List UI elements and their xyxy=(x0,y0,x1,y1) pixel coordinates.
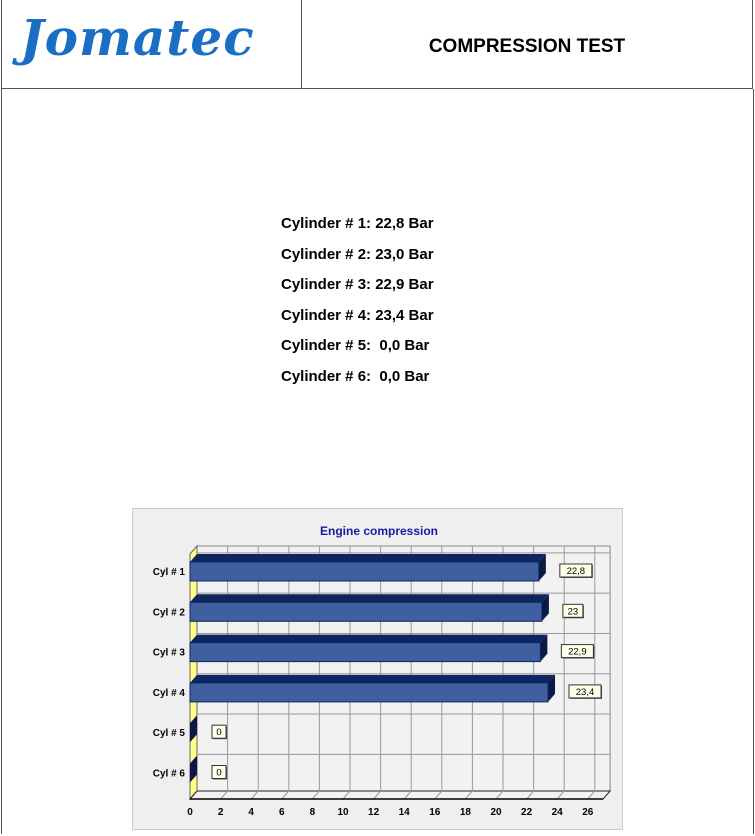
x-tick-label: 2 xyxy=(218,807,224,818)
bar-zero xyxy=(190,755,197,783)
bar-top xyxy=(190,634,548,643)
gridline-floor xyxy=(220,790,228,800)
data-label: 22,8 xyxy=(567,566,586,577)
gridline-floor xyxy=(403,790,412,800)
y-tick-label: Cyl # 2 xyxy=(153,607,186,618)
gridline-floor xyxy=(587,790,596,800)
data-label: 0 xyxy=(216,727,221,738)
data-label: 22,9 xyxy=(568,647,587,658)
page-title: COMPRESSION TEST xyxy=(428,36,626,57)
x-tick-label: 4 xyxy=(248,807,254,818)
gridline-floor xyxy=(434,790,443,800)
x-tick-label: 14 xyxy=(399,807,411,818)
reading-cyl-1: Cylinder # 1: 22,8 Bar xyxy=(281,215,434,232)
bar-side xyxy=(540,634,548,662)
right-border xyxy=(753,89,754,834)
bar xyxy=(189,601,543,622)
cylinder-readings: Cylinder # 1: 22,8 Bar Cylinder # 2: 23,… xyxy=(281,215,434,399)
gridline-floor xyxy=(526,790,534,800)
bar-side xyxy=(538,554,546,581)
bar-zero xyxy=(190,715,197,743)
y-tick-label: Cyl # 1 xyxy=(153,567,186,578)
x-tick-label: 20 xyxy=(490,807,502,818)
x-tick-label: 18 xyxy=(460,807,472,818)
bar xyxy=(189,682,549,703)
data-label-box xyxy=(560,644,594,659)
data-label-box xyxy=(562,603,584,618)
data-label-box xyxy=(211,765,227,779)
x-tick-label: 0 xyxy=(187,807,193,818)
gridline-floor xyxy=(556,790,565,800)
left-border xyxy=(1,89,2,834)
gridline-floor xyxy=(281,790,290,800)
gridline-floor xyxy=(250,790,259,800)
x-tick-label: 22 xyxy=(521,807,533,818)
logo-cell: Jomatec xyxy=(2,0,302,88)
bar-side xyxy=(548,674,556,702)
reading-cyl-6: Cylinder # 6: 0,0 Bar xyxy=(281,367,430,385)
x-tick-label: 8 xyxy=(310,807,316,818)
data-label: 23,4 xyxy=(576,687,595,698)
y-tick-label: Cyl # 5 xyxy=(153,728,186,739)
x-tick-label: 6 xyxy=(279,807,285,818)
bar-top xyxy=(190,594,549,603)
y-tick-label: Cyl # 4 xyxy=(153,688,186,699)
reading-cyl-5: Cylinder # 5: 0,0 Bar xyxy=(281,337,430,355)
engine-compression-chart: Engine compression 0 2 4 6 8 10 12 14 16 18 20 22 24… xyxy=(132,508,623,830)
data-label: 23 xyxy=(568,606,579,617)
gridline-floor xyxy=(495,790,504,800)
gridline-floor xyxy=(342,790,351,800)
data-label-box xyxy=(559,563,593,578)
data-label-box xyxy=(568,684,602,699)
reading-cyl-2: Cylinder # 2: 23,0 Bar xyxy=(281,245,434,263)
x-tick-label: 16 xyxy=(429,807,441,818)
data-label-box xyxy=(211,724,227,739)
gridline-floor xyxy=(465,790,473,800)
bar-top xyxy=(190,674,556,683)
report-header: Jomatec COMPRESSION TEST xyxy=(1,0,753,89)
x-tick-label: 26 xyxy=(582,807,594,818)
y-tick-label: Cyl # 3 xyxy=(153,648,186,659)
bar-top xyxy=(190,554,546,562)
jomatec-logo: Jomatec xyxy=(20,8,255,67)
chart-floor xyxy=(188,790,612,800)
bar-side xyxy=(541,594,549,622)
x-tick-label: 10 xyxy=(337,807,349,818)
chart-svg: Engine compression 0 2 4 6 8 10 12 14 16 18 20 22 24… xyxy=(153,524,612,818)
chart-title: Engine compression xyxy=(320,524,438,538)
x-tick-label: 12 xyxy=(368,807,380,818)
bar xyxy=(189,561,540,582)
chart-back-wall xyxy=(196,545,611,792)
gridline-floor xyxy=(312,790,320,800)
bar xyxy=(189,642,541,663)
y-tick-label: Cyl # 6 xyxy=(153,769,186,780)
x-tick-label: 24 xyxy=(552,807,564,818)
gridline-floor xyxy=(373,790,381,800)
reading-cyl-3: Cylinder # 3: 22,9 Bar xyxy=(281,276,434,294)
reading-cyl-4: Cylinder # 4: 23,4 Bar xyxy=(281,306,434,324)
data-label: 0 xyxy=(216,768,221,779)
